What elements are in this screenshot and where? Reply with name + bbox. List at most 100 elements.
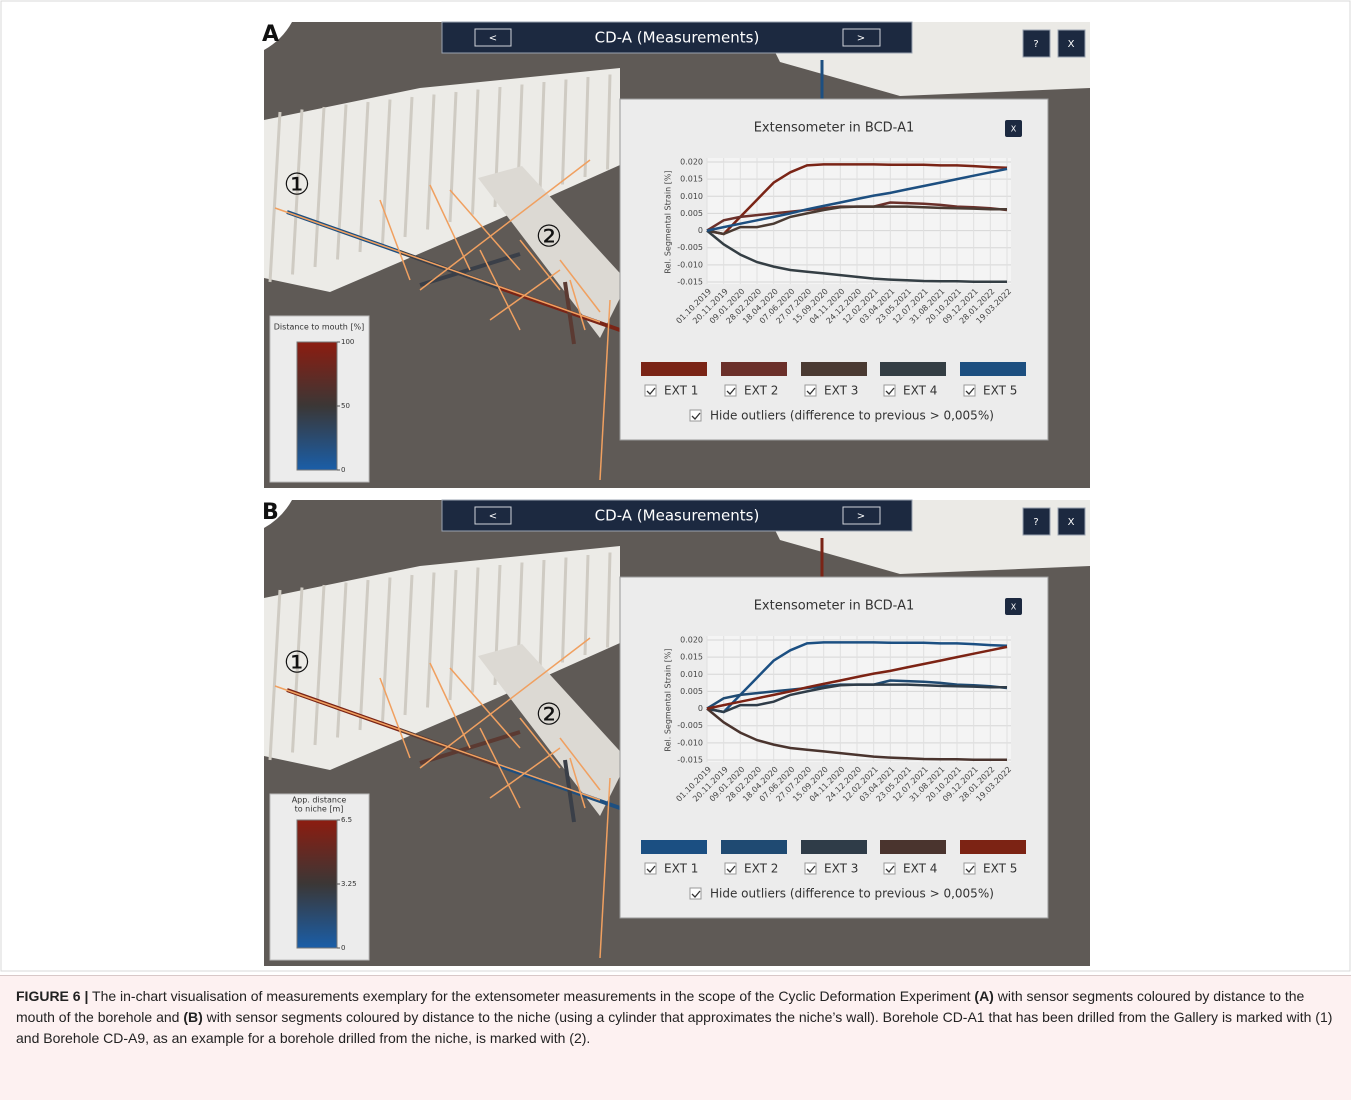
y-tick-label: -0.015 (677, 278, 703, 287)
check-mark (646, 387, 656, 395)
legend-checkbox[interactable] (724, 384, 737, 397)
tunnel-rib (426, 572, 436, 708)
legend-label: EXT 1 (664, 384, 698, 398)
caption-text: The in-chart visualisation of measuremen… (88, 988, 975, 1004)
prev-button[interactable] (474, 28, 512, 47)
legend-swatch[interactable] (960, 362, 1026, 376)
legend-checkbox[interactable] (963, 862, 976, 875)
popup-title: Extensometer in BCD-A1 (754, 599, 915, 614)
tunnel-rib (336, 582, 348, 738)
y-axis-label: Rel. Segmental Strain [%] (664, 648, 673, 751)
sensor-line (519, 239, 561, 291)
borehole-segment (563, 281, 576, 345)
niche-tunnel (478, 644, 628, 816)
legend-swatch[interactable] (641, 362, 707, 376)
sensor-line (379, 677, 411, 759)
outlier-label: Hide outliers (difference to previous > … (710, 887, 994, 901)
legend-checkbox[interactable] (963, 384, 976, 397)
y-axis-label: Rel. Segmental Strain [%] (664, 170, 673, 273)
tunnel-rib (583, 76, 590, 178)
label-cutout (264, 22, 292, 50)
sensor-line (599, 299, 611, 481)
close-button-label: X (1068, 39, 1075, 50)
caption-text: FIGURE 6 | (16, 988, 89, 1004)
check-mark (806, 387, 816, 395)
tunnel-rib (538, 81, 546, 193)
legend-swatch[interactable] (801, 840, 867, 854)
tunnel-rib (291, 109, 304, 275)
tunnel-rib (606, 74, 612, 170)
popup-close[interactable] (1005, 598, 1022, 615)
colorbar-tick-label: 0 (341, 466, 345, 474)
legend-swatch[interactable] (960, 840, 1026, 854)
caption-text: with sensor segments coloured by distanc… (16, 1009, 1333, 1046)
help-button-label: ? (1033, 517, 1038, 528)
sensor-line (599, 777, 611, 959)
colorbar-title: App. distance (292, 796, 347, 805)
legend-swatch[interactable] (880, 840, 946, 854)
colorbar-tick-label: 6.5 (341, 816, 352, 824)
help-button[interactable] (1022, 29, 1051, 58)
tunnel-rib (358, 579, 370, 731)
legend-checkbox[interactable] (804, 384, 817, 397)
legend-checkbox[interactable] (724, 862, 737, 875)
tunnel-rib (471, 567, 480, 693)
legend-label: EXT 2 (744, 384, 778, 398)
caption-text: (B) (183, 1009, 203, 1025)
sensor-line (379, 199, 411, 281)
legend-swatch[interactable] (641, 840, 707, 854)
sensor-line (559, 259, 601, 313)
legend-label: EXT 5 (983, 862, 1017, 876)
legend-checkbox[interactable] (644, 384, 657, 397)
top-bar (441, 21, 913, 54)
marker: ① (284, 168, 311, 203)
borehole-segment (499, 286, 621, 332)
tunnel-rib (336, 104, 348, 260)
check-mark (691, 890, 701, 898)
colorbar (296, 819, 338, 949)
legend-label: EXT 1 (664, 862, 698, 876)
figure-border (0, 0, 1351, 972)
panel: A ① ② < > CD-A (Measurements)? X Distance to mo… (262, 21, 1090, 488)
popup-close-label: X (1011, 603, 1017, 612)
outlier-checkbox[interactable] (689, 409, 702, 422)
check-mark (965, 865, 975, 873)
close-button[interactable] (1057, 507, 1086, 536)
legend-label: EXT 3 (824, 384, 858, 398)
check-mark (885, 387, 895, 395)
legend-swatch[interactable] (721, 840, 787, 854)
check-mark (806, 865, 816, 873)
tunnel-rib (313, 106, 326, 268)
sensor-line (519, 717, 561, 769)
tunnel-rib (448, 91, 458, 223)
check-mark (646, 865, 656, 873)
sensor-line (274, 685, 601, 801)
view-title: CD-A (Measurements) (595, 29, 760, 47)
legend-checkbox[interactable] (804, 862, 817, 875)
help-button[interactable] (1022, 507, 1051, 536)
next-button[interactable] (842, 506, 881, 525)
next-button[interactable] (842, 28, 881, 47)
outlier-checkbox[interactable] (689, 887, 702, 900)
borehole-segment (563, 759, 576, 823)
view-title: CD-A (Measurements) (595, 507, 760, 525)
prev-button[interactable] (474, 506, 512, 525)
sensor-line (569, 757, 586, 809)
caption-text: (A) (974, 988, 994, 1004)
popup-close[interactable] (1005, 120, 1022, 137)
caption: FIGURE 6 | The in-chart visualisation of… (0, 975, 1351, 1100)
popup-title: Extensometer in BCD-A1 (754, 121, 915, 136)
legend-checkbox[interactable] (644, 862, 657, 875)
close-button[interactable] (1057, 29, 1086, 58)
legend-swatch[interactable] (801, 362, 867, 376)
legend-checkbox[interactable] (883, 862, 896, 875)
tunnel-rib (358, 101, 370, 253)
sensor-line (479, 249, 521, 331)
series-line (706, 707, 1007, 761)
legend-checkbox[interactable] (883, 384, 896, 397)
legend-swatch[interactable] (721, 362, 787, 376)
y-tick-label: 0.005 (680, 687, 703, 696)
y-tick-label: -0.010 (677, 738, 703, 747)
series-line (706, 641, 1008, 714)
legend-swatch[interactable] (880, 362, 946, 376)
